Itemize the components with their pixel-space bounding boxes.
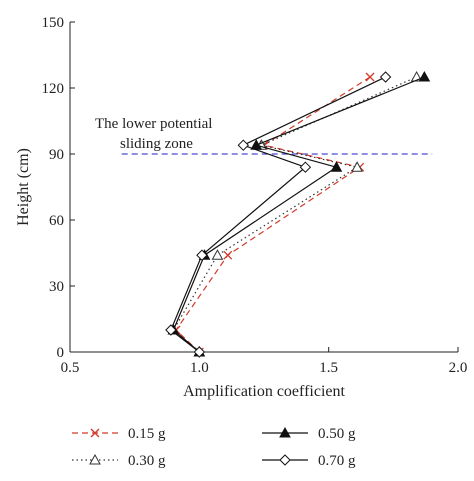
series-line xyxy=(175,76,371,353)
legend-label: 0.30 g xyxy=(128,453,166,469)
data-point xyxy=(365,72,375,82)
x-tick-label: 1.5 xyxy=(319,360,338,376)
x-tick-label: 2.0 xyxy=(449,360,468,376)
marker-stroke xyxy=(365,72,375,82)
y-tick-label: 60 xyxy=(49,213,64,229)
y-axis-title: Height (cm) xyxy=(15,148,32,226)
data-point xyxy=(223,250,233,260)
legend-marker xyxy=(279,426,291,438)
series-3 xyxy=(165,71,392,358)
sliding-zone-label-line1: The lower potential xyxy=(95,116,212,132)
x-tick-label: 1.0 xyxy=(190,360,209,376)
y-tick-label: 0 xyxy=(57,345,65,361)
sliding-zone-label-line2: sliding zone xyxy=(120,136,193,152)
data-point xyxy=(330,161,343,172)
x-tick-label: 0.5 xyxy=(61,360,80,376)
legend-item: 0.50 g xyxy=(262,426,356,442)
data-point xyxy=(237,139,250,151)
data-point xyxy=(418,70,431,82)
data-point xyxy=(211,249,224,260)
x-axis-title: Amplification coefficient xyxy=(183,383,345,400)
data-point xyxy=(196,249,208,261)
legend-item: 0.15 g xyxy=(72,426,166,442)
y-tick-label: 120 xyxy=(42,81,65,97)
legend-marker xyxy=(89,453,101,465)
legend-marker xyxy=(279,454,291,466)
series-2 xyxy=(167,70,431,357)
series-1 xyxy=(167,70,423,357)
data-point xyxy=(193,346,206,358)
legend-label: 0.15 g xyxy=(128,426,166,442)
legend-item: 0.30 g xyxy=(72,453,166,469)
data-point xyxy=(165,324,177,336)
data-point xyxy=(379,71,392,83)
y-tick-label: 90 xyxy=(49,147,64,163)
series-line xyxy=(170,76,386,353)
marker-stroke xyxy=(90,428,100,438)
data-point xyxy=(299,161,312,173)
marker-stroke xyxy=(223,250,233,260)
legend-marker xyxy=(90,428,100,438)
data-point xyxy=(351,161,363,172)
y-tick-label: 150 xyxy=(42,15,65,31)
legend-item: 0.70 g xyxy=(262,453,356,469)
legend-label: 0.50 g xyxy=(318,426,356,442)
y-tick-label: 30 xyxy=(49,279,64,295)
legend-label: 0.70 g xyxy=(318,453,356,469)
